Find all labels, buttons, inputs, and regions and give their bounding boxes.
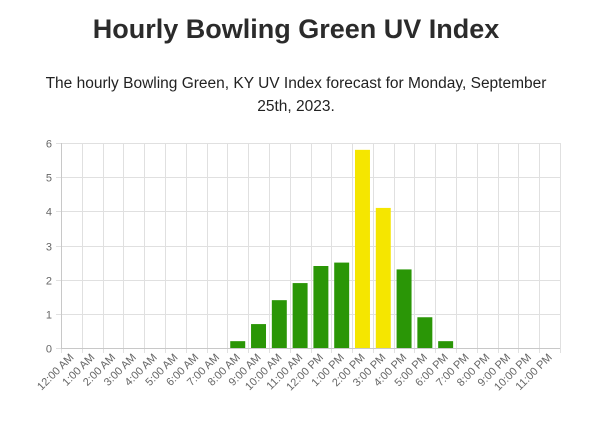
bar-12-00-pm bbox=[313, 266, 329, 348]
page-subtitle: The hourly Bowling Green, KY UV Index fo… bbox=[45, 75, 547, 115]
y-tick-label: 1 bbox=[46, 310, 52, 322]
bar-3-00-pm bbox=[375, 207, 391, 348]
bar-4-00-pm bbox=[396, 269, 412, 348]
bars bbox=[230, 149, 454, 348]
y-tick-label: 3 bbox=[46, 242, 52, 254]
y-tick-label: 6 bbox=[46, 139, 52, 151]
bar-11-00-am bbox=[292, 283, 308, 348]
bar-10-00-am bbox=[271, 300, 287, 348]
bar-2-00-pm bbox=[354, 149, 370, 348]
y-tick-label: 4 bbox=[46, 207, 52, 219]
bar-6-00-pm bbox=[438, 341, 454, 348]
y-tick-label: 5 bbox=[46, 173, 52, 185]
y-tick-label: 0 bbox=[46, 344, 52, 356]
x-tick-labels: 12:00 AM1:00 AM2:00 AM3:00 AM4:00 AM5:00… bbox=[35, 352, 555, 394]
bar-9-00-am bbox=[251, 324, 267, 348]
bar-5-00-pm bbox=[417, 317, 433, 348]
y-tick-label: 2 bbox=[46, 276, 52, 288]
page-title: Hourly Bowling Green UV Index bbox=[92, 14, 500, 44]
grid-lines bbox=[56, 143, 561, 353]
bar-8-00-am bbox=[230, 341, 246, 348]
y-tick-labels: 0 1 2 3 4 5 6 bbox=[46, 139, 52, 356]
axes bbox=[61, 143, 560, 349]
bar-1-00-pm bbox=[334, 262, 350, 348]
